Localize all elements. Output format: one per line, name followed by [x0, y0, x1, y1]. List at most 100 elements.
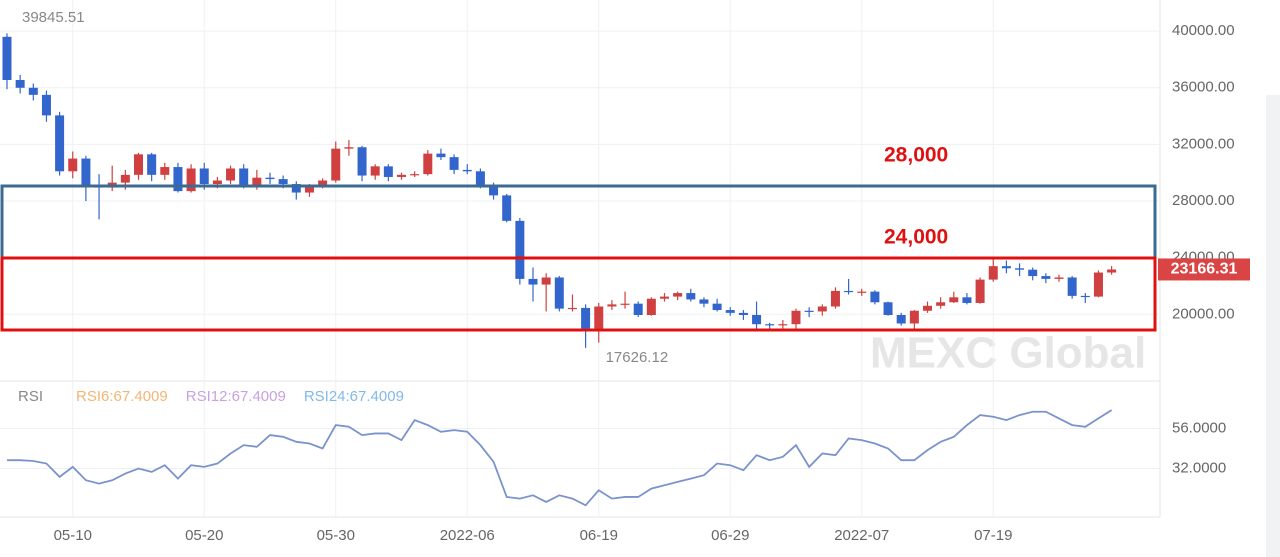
x-tick-label: 2022-06 — [440, 527, 495, 544]
low-label: 17626.12 — [606, 349, 669, 366]
price-tag — [1158, 258, 1250, 281]
candle-body — [567, 307, 577, 310]
candle-body — [909, 310, 919, 324]
x-tick-label: 2022-07 — [834, 527, 889, 544]
annotation: 24,000 — [884, 226, 948, 249]
candle-body — [291, 184, 301, 193]
candle-body — [1080, 295, 1090, 298]
candle-body — [462, 169, 472, 172]
candle-body — [975, 279, 985, 303]
candle-body — [962, 297, 972, 303]
candle-body — [725, 310, 735, 313]
candle-body — [304, 186, 314, 193]
candle-body — [226, 168, 236, 181]
candle-body — [923, 305, 932, 311]
candle-body — [804, 310, 814, 312]
legend-entry: RSI24:67.4009 — [304, 388, 404, 405]
candle-body — [844, 290, 854, 293]
candle-body — [1107, 269, 1117, 273]
candle-body — [1041, 276, 1051, 279]
candle-body — [554, 277, 564, 309]
candle-body — [15, 79, 25, 88]
candle-body — [147, 154, 157, 175]
range-box — [0, 256, 1157, 332]
candle-body — [857, 291, 867, 293]
high-label: 39845.51 — [22, 9, 85, 26]
candle-body — [541, 277, 551, 285]
candle-body — [1093, 272, 1103, 297]
candle-body — [252, 177, 262, 186]
candle-body — [830, 290, 840, 307]
x-tick-label: 05-30 — [317, 527, 355, 544]
candle-body — [410, 174, 420, 176]
candle-body — [699, 299, 709, 304]
legend-entry: RSI12:67.4009 — [186, 388, 286, 405]
rsi-title: RSI — [18, 388, 43, 405]
candle-body — [397, 174, 406, 177]
candle-body — [383, 166, 393, 177]
y-tick-label: 28000.00 — [1172, 192, 1235, 209]
candle-body — [528, 278, 538, 285]
y-tick-label: 32000.00 — [1172, 135, 1235, 152]
candle-body — [502, 195, 512, 221]
candle-body — [55, 115, 65, 172]
candle-body — [28, 87, 38, 95]
candle-body — [607, 304, 617, 307]
candle-body — [2, 36, 12, 80]
annotation: 28,000 — [884, 144, 948, 167]
candle-body — [883, 302, 893, 315]
candle-body — [896, 315, 906, 324]
candle-body — [1054, 277, 1064, 279]
candle-body — [738, 312, 748, 315]
candle-body — [594, 306, 604, 329]
x-tick-label: 06-19 — [580, 527, 618, 544]
candle-body — [68, 158, 78, 172]
candle-body — [318, 180, 328, 187]
candle-body — [436, 153, 446, 158]
candle-body — [173, 167, 183, 192]
rsi-line — [7, 409, 1113, 507]
candle-body — [331, 148, 341, 181]
side-strip — [1266, 95, 1280, 557]
candle-body — [515, 220, 525, 279]
candle-body — [646, 298, 656, 315]
candle-body — [134, 154, 143, 175]
candle-body — [370, 166, 380, 176]
candle-body — [988, 266, 998, 280]
y-tick-label: 32.0000 — [1172, 460, 1226, 477]
candle-body — [265, 177, 275, 180]
candle-body — [475, 171, 485, 186]
candle-body — [344, 147, 354, 149]
candle-body — [449, 157, 459, 170]
x-tick-label: 05-20 — [185, 527, 223, 544]
candle-body — [212, 180, 222, 185]
candle-body — [357, 147, 367, 176]
candle-body — [752, 315, 762, 325]
candle-body — [120, 174, 130, 183]
legend-entry: RSI6:67.4009 — [76, 388, 168, 405]
candle-body — [870, 291, 880, 303]
watermark: MEXC Global — [870, 329, 1146, 378]
y-tick-label: 20000.00 — [1172, 305, 1235, 322]
candle-body — [1067, 277, 1077, 296]
candle-body — [199, 168, 209, 185]
candle-body — [1015, 268, 1025, 270]
candle-body — [712, 303, 722, 311]
candle-body — [423, 153, 433, 175]
range-box — [0, 184, 1157, 260]
candle-body — [633, 303, 643, 315]
candle-body — [239, 168, 249, 186]
candle-body — [1001, 266, 1011, 269]
candle-body — [791, 310, 801, 325]
x-tick-label: 05-10 — [54, 527, 92, 544]
candle-body — [278, 179, 288, 185]
candle-body — [581, 307, 591, 329]
candle-body — [489, 185, 499, 196]
x-tick-label: 06-29 — [711, 527, 749, 544]
candle-body — [765, 324, 775, 326]
candle-body — [778, 324, 788, 326]
candle-body — [936, 302, 946, 306]
candle-body — [1028, 269, 1038, 277]
candle-body — [620, 303, 630, 305]
